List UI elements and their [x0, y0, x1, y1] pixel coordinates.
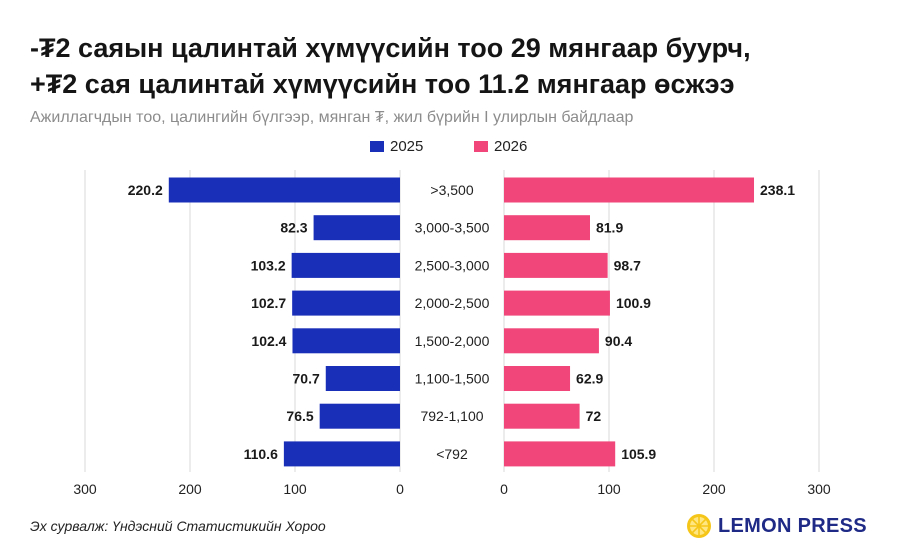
bar-2025-4	[292, 328, 400, 354]
tick-label-left-1: 200	[178, 481, 202, 497]
legend-item-2026: 2026	[474, 138, 527, 155]
bar-2026-5	[504, 366, 571, 391]
bar-2026-0	[504, 177, 755, 203]
source-note: Эх сурвалж: Үндэсний Статистикийн Хороо	[30, 518, 326, 534]
category-label-1: 3,000-3,500	[415, 220, 490, 236]
bar-2026-2	[504, 252, 608, 278]
category-label-6: 792-1,100	[420, 408, 483, 424]
category-label-7: <792	[436, 446, 468, 462]
chart-subtitle: Ажиллагчдын тоо, цалингийн бүлгээр, мянг…	[30, 109, 634, 126]
data-label-2025-0: 220.2	[128, 182, 163, 198]
bar-2026-1	[504, 215, 590, 241]
tick-label-right-2: 200	[702, 481, 726, 497]
legend-item-2025: 2025	[370, 138, 423, 155]
data-label-2025-4: 102.4	[251, 333, 286, 349]
tick-label-right-0: 0	[500, 481, 508, 497]
legend-swatch-2026	[474, 141, 488, 152]
legend-swatch-2025	[370, 141, 384, 152]
bar-2025-0	[168, 177, 400, 203]
data-label-2026-2: 98.7	[614, 257, 641, 273]
tick-label-left-0: 300	[73, 481, 97, 497]
data-label-2026-0: 238.1	[760, 182, 795, 198]
data-label-2026-4: 90.4	[605, 333, 632, 349]
data-label-2025-1: 82.3	[280, 220, 307, 236]
category-label-5: 1,100-1,500	[415, 371, 490, 387]
bar-2026-4	[504, 328, 599, 354]
data-label-2025-2: 103.2	[251, 257, 286, 273]
data-label-2026-6: 72	[586, 408, 602, 424]
data-label-2025-6: 76.5	[286, 408, 313, 424]
brand-name: LEMON PRESS	[718, 514, 867, 537]
legend-label-2026: 2026	[494, 138, 528, 155]
bar-2025-6	[319, 403, 400, 429]
data-label-2026-5: 62.9	[576, 371, 603, 387]
brand-logo: LEMON PRESS	[686, 510, 867, 542]
bar-2026-3	[504, 290, 610, 316]
bar-2025-3	[292, 290, 400, 316]
data-label-2026-3: 100.9	[616, 295, 651, 311]
category-label-0: >3,500	[430, 182, 473, 198]
tick-label-right-3: 300	[807, 481, 831, 497]
butterfly-chart: 300 200 100 0 0 100 200 300 220.2 238.1 >3,500 82.3…	[73, 170, 831, 497]
data-label-2025-3: 102.7	[251, 295, 286, 311]
bar-2025-1	[313, 215, 400, 241]
bar-2025-5	[325, 366, 400, 391]
tick-label-right-1: 100	[597, 481, 621, 497]
tick-label-left-2: 100	[283, 481, 307, 497]
category-label-4: 1,500-2,000	[415, 333, 490, 349]
bar-2026-7	[504, 441, 616, 467]
bar-2026-6	[504, 403, 580, 429]
category-label-3: 2,000-2,500	[415, 295, 490, 311]
data-label-2026-1: 81.9	[596, 220, 623, 236]
data-label-2025-5: 70.7	[293, 371, 320, 387]
category-label-2: 2,500-3,000	[415, 257, 490, 273]
title-line-2: +₮2 сая цалинтай хүмүүсийн тоо 11.2 мянг…	[30, 69, 735, 99]
lemon-slice-icon	[687, 514, 711, 538]
chart-title: -₮2 саяын цалинтай хүмүүсийн тоо 29 мянг…	[30, 30, 880, 102]
title-line-1: -₮2 саяын цалинтай хүмүүсийн тоо 29 мянг…	[30, 33, 751, 63]
tick-label-left-3: 0	[396, 481, 404, 497]
legend: 2025 2026	[0, 138, 900, 162]
data-label-2026-7: 105.9	[621, 446, 656, 462]
legend-label-2025: 2025	[390, 138, 424, 155]
data-label-2025-7: 110.6	[244, 446, 278, 462]
bar-2025-2	[291, 252, 400, 278]
bar-2025-7	[283, 441, 400, 467]
